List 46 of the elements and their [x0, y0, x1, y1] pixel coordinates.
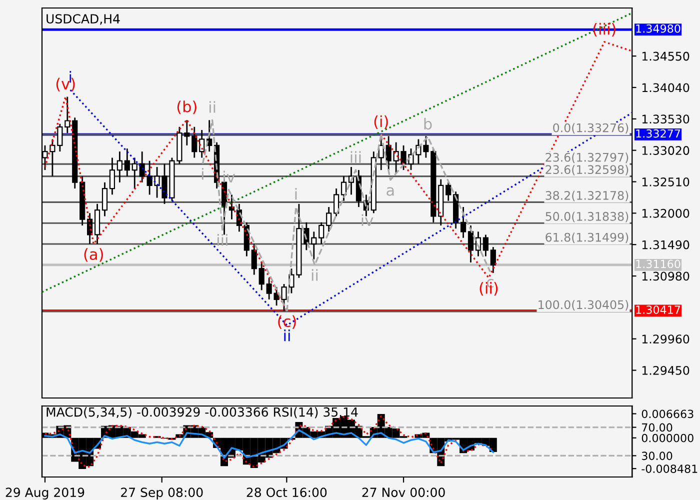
ref-line-label: 1.34980 [636, 24, 680, 33]
y-tick-label: 0.000000 [642, 434, 694, 442]
ref-line-label: 50.0(1.31838) [546, 212, 628, 222]
annotation: a [386, 187, 394, 196]
y2-tick-label: 70.00 [642, 423, 672, 432]
annotation: i [295, 188, 297, 200]
y-tick-label: 1.33020 [642, 146, 690, 155]
y-tick-label: 1.30980 [642, 272, 690, 281]
y2-tick-label: 30.00 [642, 452, 672, 460]
annotation: i [202, 168, 204, 180]
x-tick-label: 27 Sep 08:00 [121, 488, 203, 500]
ref-line-label: 0.0(1.33276) [553, 123, 628, 134]
y-tick-label: 1.34550 [642, 52, 690, 61]
chart-title: USDCAD,H4 [46, 14, 120, 25]
ref-line-label: 1.31160 [636, 260, 680, 268]
annotation: ii [284, 329, 290, 342]
annotation: b [424, 118, 432, 130]
y-tick-label: 1.32510 [642, 177, 690, 186]
y-tick-label: 1.29450 [642, 366, 690, 375]
ref-line-label: 23.6(1.32598) [546, 164, 628, 176]
ref-line-label: 23.6(1.32797) [546, 152, 628, 164]
y-tick-label: 1.33530 [642, 114, 690, 124]
x-tick-label: 28 Oct 16:00 [246, 488, 327, 498]
y-tick-label: 1.34040 [642, 83, 690, 92]
chart-title: MACD(5,34,5) -0.003929 -0.003366 RSI(14) 35.14 [46, 407, 358, 418]
annotation: (v) [56, 78, 75, 92]
y-tick-label: 0.006663 [642, 410, 694, 418]
x-tick-label: 27 Nov 00:00 [362, 488, 445, 498]
ref-line-label: 1.33277 [636, 129, 680, 138]
annotation: (b) [177, 100, 196, 114]
ref-line-label: 61.8(1.31499) [546, 232, 628, 244]
y-tick-label: 1.32000 [642, 208, 690, 218]
annotation: i [70, 70, 72, 83]
x-tick-label: 29 Aug 2019 [6, 488, 84, 500]
y-tick-label: -0.008481 [642, 464, 698, 473]
ref-line-label: 100.0(1.30405) [538, 300, 628, 311]
annotation: (i) [374, 115, 388, 129]
annotation: iii [350, 151, 361, 163]
ref-line-label: 1.30417 [636, 306, 680, 314]
y-tick-label: 1.29960 [642, 334, 690, 344]
ref-line-label: 38.2(1.32178) [546, 190, 628, 202]
annotation: ii [210, 101, 216, 113]
annotation: (a) [84, 248, 103, 262]
annotation: (c) [278, 315, 296, 329]
annotation: ii [312, 269, 318, 281]
y-tick-label: 1.31490 [642, 240, 690, 250]
